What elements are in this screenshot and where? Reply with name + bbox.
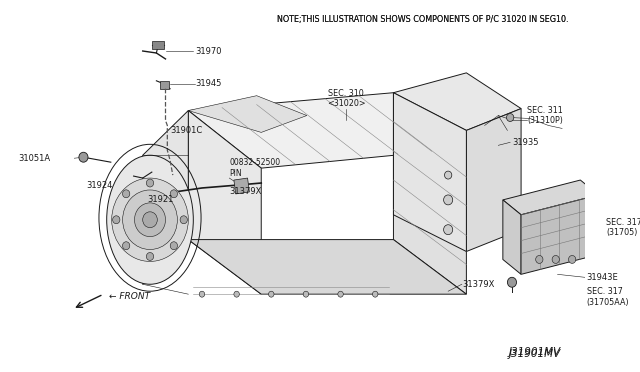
Circle shape [134,203,166,237]
Circle shape [113,216,120,224]
Circle shape [508,277,516,287]
Polygon shape [160,81,169,89]
Circle shape [170,190,177,198]
Polygon shape [188,96,307,132]
Text: SEC. 317
(31705AA): SEC. 317 (31705AA) [587,288,629,307]
Text: 31379X: 31379X [462,280,494,289]
Text: 00832-52500
PIN: 00832-52500 PIN [229,158,280,178]
Polygon shape [234,178,250,194]
Text: J31901MV: J31901MV [509,349,561,359]
Polygon shape [143,110,188,284]
Circle shape [444,195,452,205]
Circle shape [536,256,543,263]
Text: ← FRONT: ← FRONT [109,292,150,301]
Text: 31379X: 31379X [229,187,262,196]
Text: 31970: 31970 [196,46,222,55]
Circle shape [143,212,157,228]
Text: 31924: 31924 [86,180,113,189]
Circle shape [568,256,576,263]
Text: J31901MV: J31901MV [509,347,561,357]
Circle shape [234,291,239,297]
Circle shape [147,179,154,187]
Circle shape [552,256,559,263]
Polygon shape [394,93,467,294]
Circle shape [123,190,177,250]
Circle shape [338,291,343,297]
Circle shape [445,171,452,179]
Text: 31945: 31945 [196,79,222,88]
Polygon shape [503,180,598,215]
Text: 31921: 31921 [147,195,173,204]
Text: SEC. 310
<31020>: SEC. 310 <31020> [326,89,365,108]
Text: 31935: 31935 [512,138,538,147]
Circle shape [122,242,130,250]
Ellipse shape [107,155,193,284]
Text: 31051A: 31051A [18,154,50,163]
Polygon shape [394,93,467,251]
Text: NOTE;THIS ILLUSTRATION SHOWS COMPONENTS OF P/C 31020 IN SEG10.: NOTE;THIS ILLUSTRATION SHOWS COMPONENTS … [276,15,568,24]
Circle shape [506,113,514,122]
Circle shape [180,216,188,224]
Polygon shape [188,93,467,168]
Circle shape [199,291,205,297]
Circle shape [170,242,177,250]
Circle shape [372,291,378,297]
Text: 31901C: 31901C [170,126,202,135]
Circle shape [122,190,130,198]
Circle shape [303,291,308,297]
Polygon shape [503,200,521,274]
Circle shape [444,225,452,235]
Circle shape [269,291,274,297]
Text: SEC. 317
(31705): SEC. 317 (31705) [606,218,640,237]
Text: NOTE;THIS ILLUSTRATION SHOWS COMPONENTS OF P/C 31020 IN SEG10.: NOTE;THIS ILLUSTRATION SHOWS COMPONENTS … [276,15,568,24]
Circle shape [147,253,154,260]
Polygon shape [467,109,521,251]
Text: SEC. 311
(31310P): SEC. 311 (31310P) [527,106,563,125]
Circle shape [79,152,88,162]
Polygon shape [188,110,261,294]
Polygon shape [152,41,164,49]
Polygon shape [394,73,521,131]
Circle shape [112,178,188,262]
Polygon shape [521,195,598,274]
Polygon shape [188,240,467,294]
Text: 31943E: 31943E [587,273,618,282]
